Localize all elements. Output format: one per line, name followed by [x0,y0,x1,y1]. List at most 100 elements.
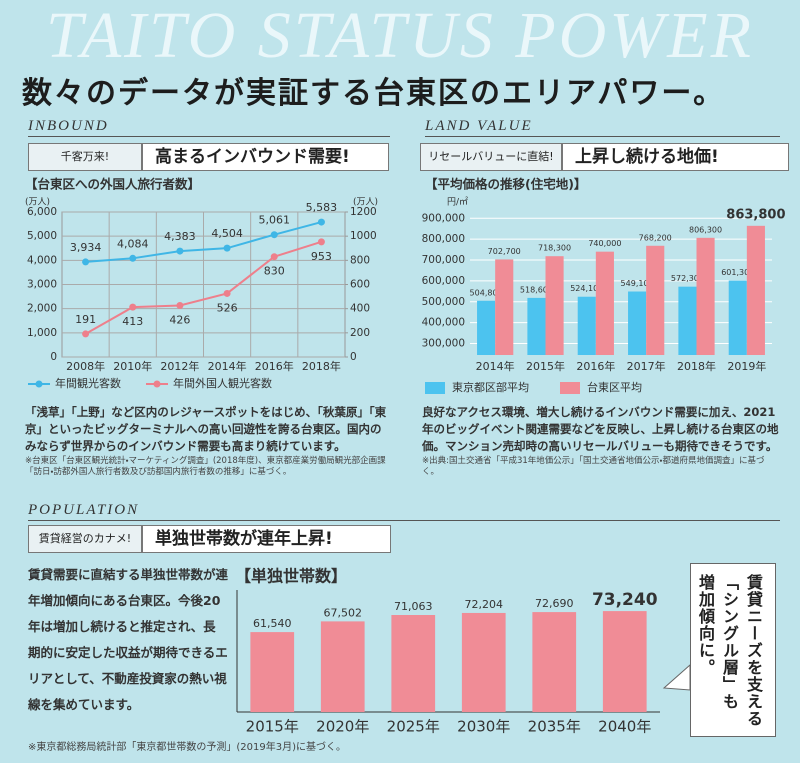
x-tick-label: 2030年 [457,718,510,736]
chart-title: 【台東区への外国人旅行者数】 [25,177,200,192]
value-label: 72,690 [535,597,574,610]
section-headline: 高まるインバウンド需要! [142,143,389,171]
bar [495,259,514,355]
callout-line: 賃貸ニーズを支える [744,574,763,727]
page-title: TAITO STATUS POWER [46,0,754,72]
legend-swatch [153,380,161,388]
point [176,302,184,310]
bar [477,300,496,355]
x-tick-label: 2016年 [255,359,294,373]
bar [602,611,647,712]
x-tick-label: 2012年 [160,359,199,373]
series-line [85,240,322,335]
callout-text: 賃貸ニーズを支える 「シングル層」も 増加傾向に。 [693,574,765,734]
value-label: 73,240 [592,590,658,610]
point [82,258,90,266]
callout-pointer [662,663,691,691]
value-label: 863,800 [726,207,785,222]
section-tag: 賃貸経営のカナメ! [28,525,142,553]
page-subtitle: 数々のデータが実証する台東区のエリアパワー。 [22,76,726,111]
chart-title: 【平均価格の推移(住宅地)】 [425,177,586,192]
value-label: 4,383 [164,230,196,243]
section-note: ※出典:国土交通省「平成31年地価公示」「国土交通省地価公示・都道府県地価調査」… [422,456,765,477]
section-note: ※東京都総務局統計部「東京都世帯数の予測」(2019年3月)に基づく。 [28,742,346,753]
y2-tick-label: 600 [350,279,370,291]
bar [696,237,715,355]
legend-label: 東京都区部平均 [452,380,529,394]
value-label: 601,300 [721,268,754,277]
y-tick-label: 600,000 [422,275,465,287]
section-label: LAND VALUE [425,118,533,134]
value-label: 572,300 [671,274,704,283]
y-tick-label: 6,000 [27,206,57,218]
point [176,247,184,255]
bar [577,296,596,355]
value-label: 518,600 [520,285,553,294]
value-label: 4,084 [117,237,149,250]
value-label: 61,540 [253,617,292,630]
callout-line: 増加傾向に。 [696,574,715,676]
point [270,231,278,239]
x-tick-label: 2015年 [526,359,565,373]
y2-tick-label: 1200 [350,206,377,218]
section-label: POPULATION [28,502,140,518]
bar [646,245,665,355]
x-tick-label: 2025年 [387,718,440,736]
x-tick-label: 2019年 [727,359,766,373]
point [129,303,137,311]
y2-tick-label: 200 [350,327,370,339]
callout-line: 「シングル層」も [720,574,739,710]
x-tick-label: 2008年 [66,359,105,373]
value-label: 4,504 [211,227,243,240]
value-label: 3,934 [70,241,102,254]
point [82,330,90,338]
y-tick-label: 0 [50,351,57,363]
section-rule [425,136,780,137]
point [270,253,278,261]
bar [532,612,577,712]
bar [728,280,747,355]
x-tick-label: 2017年 [627,359,666,373]
y-tick-label: 4,000 [27,254,57,266]
y2-tick-label: 1000 [350,230,377,242]
bar [678,286,697,355]
x-tick-label: 2010年 [113,359,152,373]
bar [628,291,647,355]
bar [320,621,365,712]
chart-title: 【単独世帯数】 [235,567,347,586]
legend-swatch [560,382,580,394]
y-tick-label: 400,000 [422,317,465,329]
value-label: 718,300 [538,244,571,253]
value-label: 524,100 [570,284,603,293]
x-tick-label: 2020年 [316,718,369,736]
series-line [85,221,322,263]
x-tick-label: 2014年 [476,359,515,373]
point [223,244,231,252]
section-note: ※台東区「台東区観光統計・マーケティング調査」(2018年度)、東京都産業労働局… [25,456,386,477]
value-label: 72,204 [465,598,504,611]
y-tick-label: 300,000 [422,338,465,350]
callout: 賃貸ニーズを支える 「シングル層」も 増加傾向に。 [690,563,776,737]
bar [595,251,614,355]
y-axis-unit: (万人) [25,198,50,208]
y-tick-label: 500,000 [422,296,465,308]
legend-label: 年間観光客数 [55,376,121,390]
bar [746,225,765,355]
y2-tick-label: 800 [350,254,370,266]
legend-swatch [35,380,43,388]
value-label: 740,000 [588,239,621,248]
value-label: 768,200 [639,233,672,242]
y2-tick-label: 0 [350,351,357,363]
x-tick-label: 2035年 [528,718,581,736]
x-tick-label: 2015年 [246,718,299,736]
value-label: 413 [122,315,143,328]
point [317,218,325,226]
legend-label: 年間外国人観光客数 [173,376,272,390]
bar [391,615,436,712]
x-tick-label: 2040年 [598,718,651,736]
x-tick-label: 2018年 [302,359,341,373]
section-text: 「浅草」「上野」など区内のレジャースポットをはじめ、「秋葉原」「東京」といったビ… [25,405,387,453]
bar [527,297,546,355]
y2-axis-unit: (万人) [353,198,378,208]
